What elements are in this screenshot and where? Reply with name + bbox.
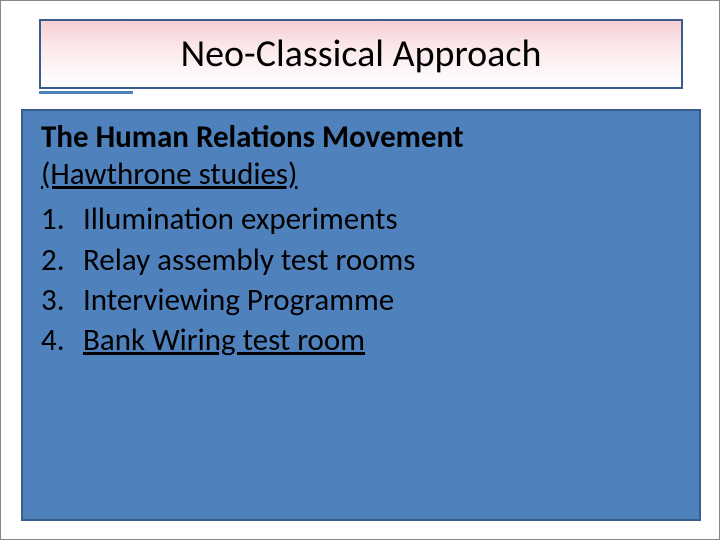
list-item: 4. Bank Wiring test room	[41, 320, 681, 360]
list-text: Interviewing Programme	[83, 280, 394, 320]
content-heading-line1: The Human Relations Movement	[41, 119, 681, 156]
list-number: 1.	[41, 199, 83, 239]
title-box: Neo-Classical Approach	[39, 19, 683, 89]
list-item: 3. Interviewing Programme	[41, 280, 681, 320]
list-text: Illumination experiments	[83, 199, 398, 239]
list-text: Bank Wiring test room	[83, 320, 365, 360]
list-text: Relay assembly test rooms	[83, 240, 415, 280]
content-list: 1. Illumination experiments 2. Relay ass…	[41, 199, 681, 360]
accent-underline	[39, 91, 133, 94]
content-heading-line2: (Hawthrone studies)	[41, 156, 681, 193]
list-item: 2. Relay assembly test rooms	[41, 240, 681, 280]
list-number: 2.	[41, 240, 83, 280]
content-box: The Human Relations Movement (Hawthrone …	[21, 109, 701, 521]
list-number: 3.	[41, 280, 83, 320]
title-text: Neo-Classical Approach	[181, 31, 542, 77]
list-number: 4.	[41, 320, 83, 360]
slide: Neo-Classical Approach The Human Relatio…	[0, 0, 720, 540]
list-item: 1. Illumination experiments	[41, 199, 681, 239]
